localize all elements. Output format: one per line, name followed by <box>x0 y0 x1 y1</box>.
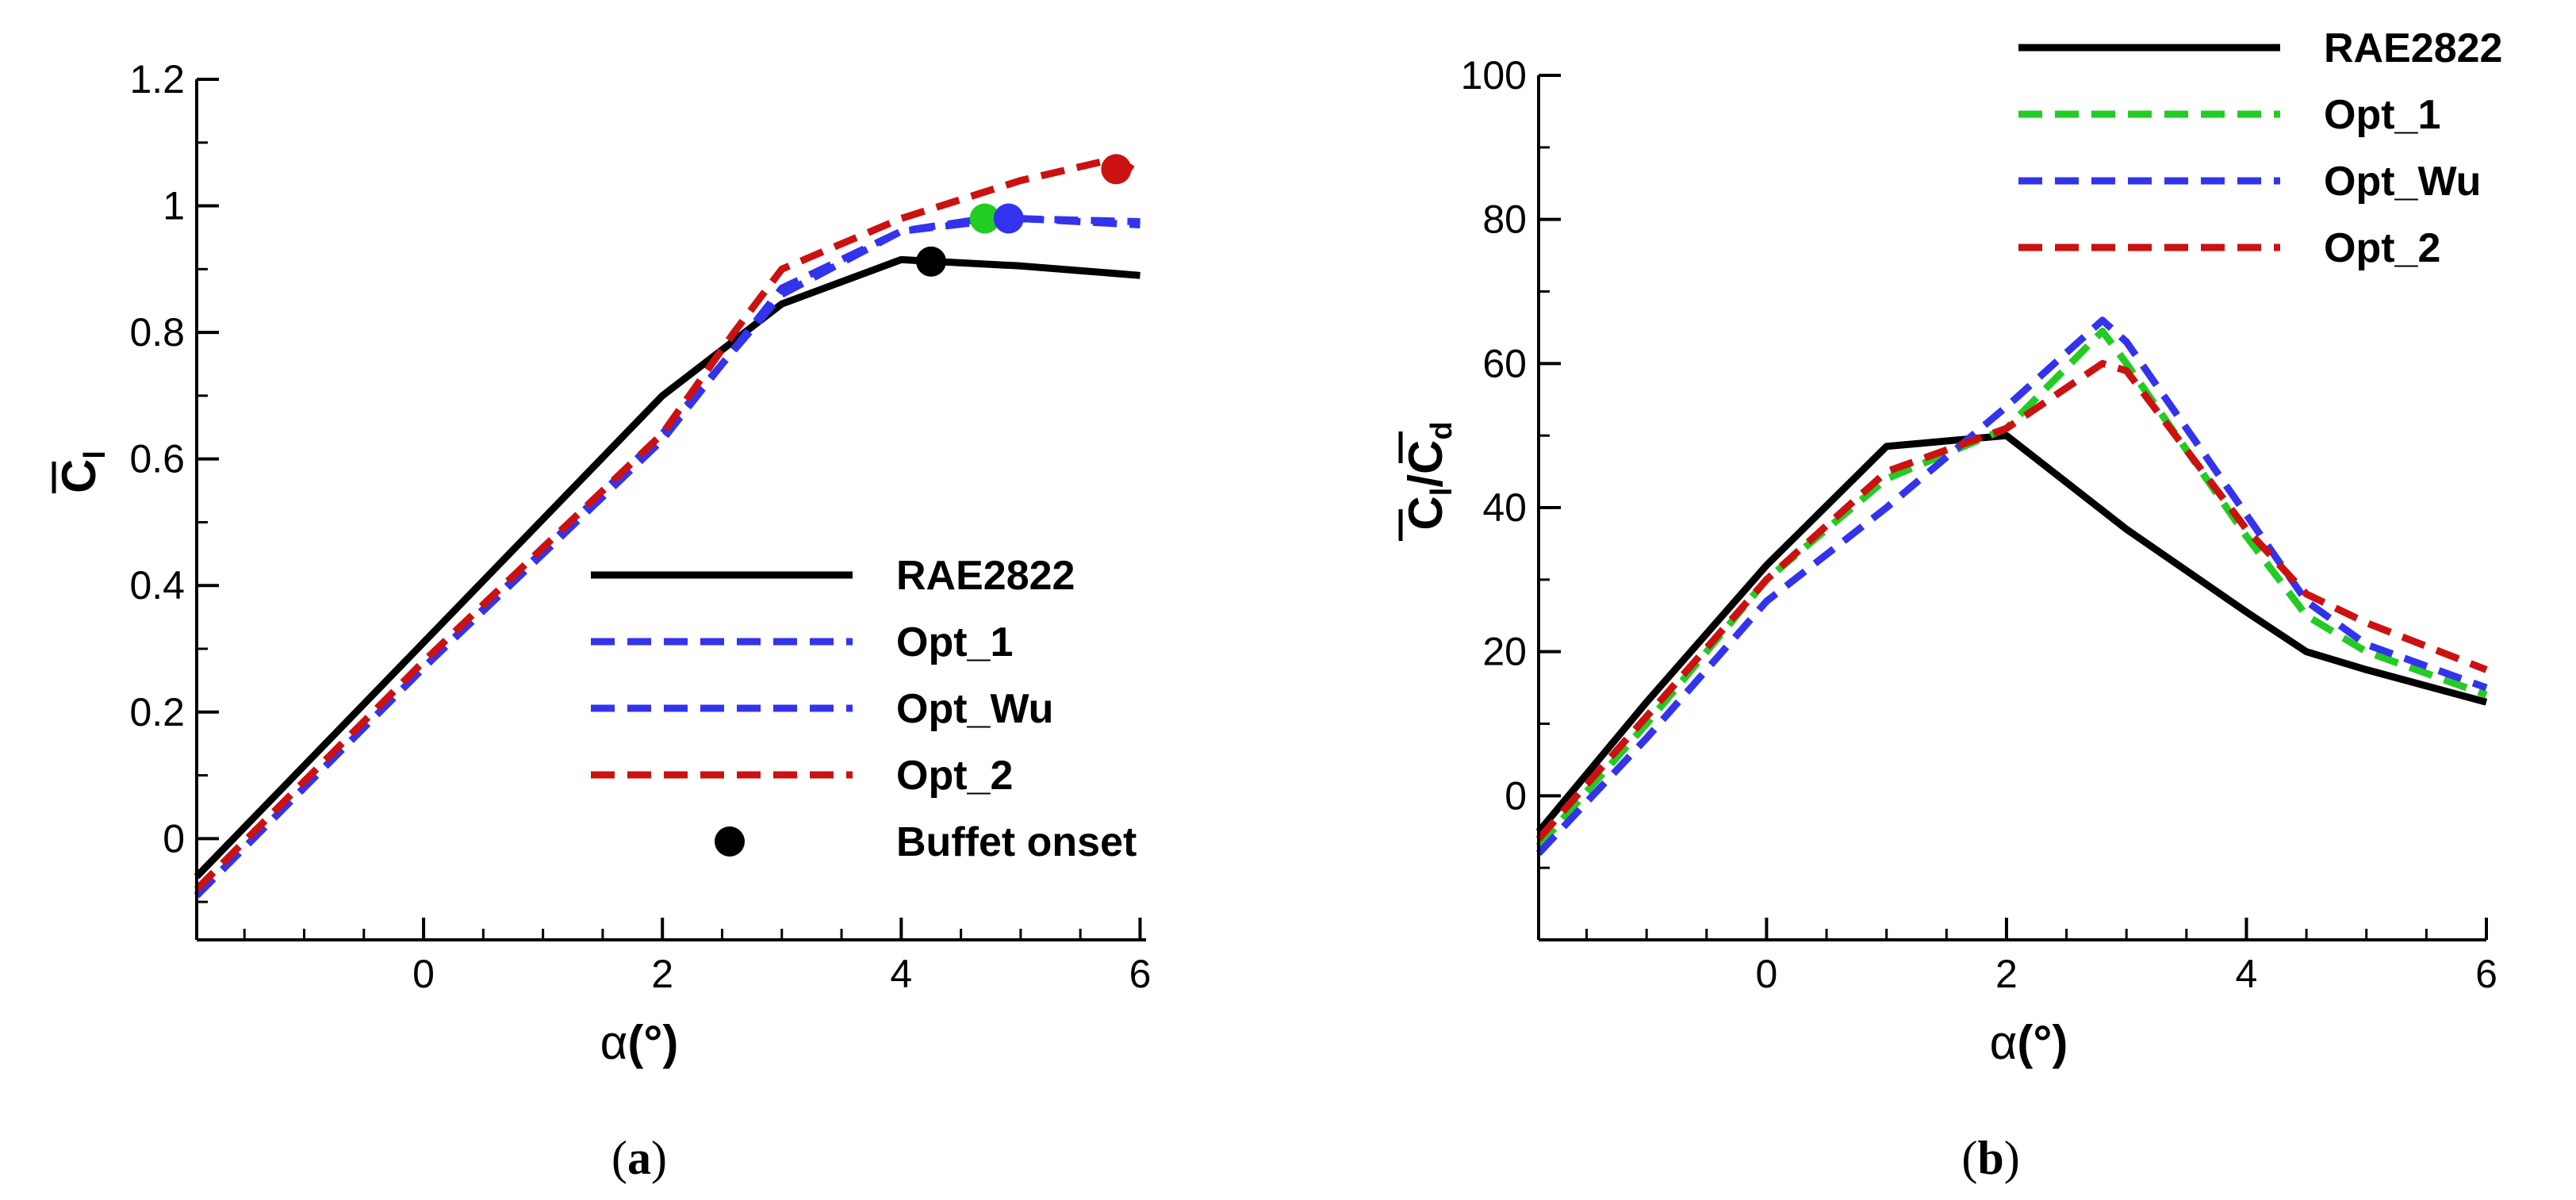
x-axis-label: α(°) <box>600 1016 679 1069</box>
legend-label-opt-wu: Opt_Wu <box>2324 159 2481 205</box>
chart-panel-a: 0 2 4 6 0 0.2 0.4 0.6 0.8 1 1.2 RAE2822 Opt_1 Opt_Wu… <box>52 57 1151 1184</box>
y-tick-label: 20 <box>1482 630 1527 674</box>
y-axis-label-slash: / <box>1399 474 1452 488</box>
legend-swatch-buffet-onset <box>715 826 745 857</box>
x-tick-label: 2 <box>651 952 673 996</box>
y-tick-label: 1.2 <box>129 57 185 102</box>
x-axis-label: α(°) <box>1990 1016 2068 1069</box>
series-layer <box>1535 316 2488 857</box>
buffet-markers <box>916 154 1132 277</box>
y-tick-label: 0 <box>1505 773 1527 818</box>
x-tick-label: 4 <box>2236 952 2258 996</box>
x-axis-label-alpha: α <box>1990 1016 2018 1069</box>
series-line-rae2822 <box>1535 431 2488 834</box>
caption-b-close: ) <box>2004 1132 2020 1184</box>
y-tick-label: 100 <box>1461 53 1527 98</box>
x-tick-label: 0 <box>1755 952 1777 996</box>
y-axis-label-c2: C <box>1399 440 1452 474</box>
x-axis-label-alpha: α <box>600 1016 628 1069</box>
x-axis-label-close: ) <box>662 1016 678 1069</box>
y-tick-label: 0.8 <box>129 310 185 355</box>
axes: 0 2 4 6 0 0.2 0.4 0.6 0.8 1 1.2 <box>129 57 1151 996</box>
x-axis-label-degree: ° <box>643 1016 662 1069</box>
caption-a-close: ) <box>651 1132 667 1184</box>
legend-label-opt-1: Opt_1 <box>2324 92 2440 138</box>
x-tick-label: 0 <box>412 952 435 996</box>
buffet-marker-rae2822 <box>916 246 946 277</box>
buffet-marker-opt-2 <box>1101 154 1132 185</box>
legend: RAE2822 Opt_1 Opt_Wu Opt_2 <box>2018 25 2502 271</box>
y-tick-label: 0.6 <box>129 437 185 481</box>
x-axis-label-open: ( <box>2017 1016 2033 1069</box>
buffet-marker-opt-1 <box>969 203 1000 234</box>
x-axis-label-degree: ° <box>2033 1016 2052 1069</box>
panel-caption-b: (b) <box>1961 1132 2019 1184</box>
x-axis-label-open: ( <box>627 1016 643 1069</box>
caption-b-open: ( <box>1961 1132 1977 1184</box>
y-axis-label-sub: l <box>79 450 112 459</box>
y-tick-label: 1 <box>163 184 185 228</box>
y-axis-label-main: C <box>52 459 105 493</box>
y-axis-label: Cl/Cd <box>1398 421 1459 541</box>
y-axis-label-c1: C <box>1399 496 1452 530</box>
series-line-opt-2 <box>1535 359 2488 842</box>
svg-text:Cl: Cl <box>52 450 112 493</box>
legend-label-opt-2: Opt_2 <box>2324 225 2440 271</box>
series-line-opt-2 <box>194 155 1142 892</box>
caption-b-letter: b <box>1977 1132 2003 1184</box>
y-tick-label: 40 <box>1482 485 1527 530</box>
series-line-rae2822 <box>194 255 1140 880</box>
caption-a-letter: a <box>627 1132 651 1184</box>
y-axis-label-sub2: d <box>1425 421 1459 439</box>
legend-label-opt-1: Opt_1 <box>896 619 1013 665</box>
x-tick-label: 4 <box>890 952 912 996</box>
y-tick-label: 60 <box>1482 341 1527 385</box>
y-tick-label: 0.4 <box>129 563 185 608</box>
legend-label-rae2822: RAE2822 <box>2324 25 2502 71</box>
legend-label-opt-wu: Opt_Wu <box>896 686 1053 732</box>
legend-label-buffet-onset: Buffet onset <box>896 819 1137 865</box>
x-tick-label: 2 <box>1995 952 2018 996</box>
y-tick-label: 80 <box>1482 197 1527 242</box>
caption-a-open: ( <box>611 1132 627 1184</box>
buffet-marker-opt-wu <box>993 203 1024 234</box>
series-line-opt-1 <box>1535 328 2488 849</box>
x-axis-label-close: ) <box>2052 1016 2068 1069</box>
y-tick-label: 0.2 <box>129 690 185 734</box>
x-tick-label: 6 <box>1129 952 1152 996</box>
legend: RAE2822 Opt_1 Opt_Wu Opt_2 Buffet onset <box>591 553 1137 865</box>
svg-text:Cl/Cd: Cl/Cd <box>1399 421 1459 530</box>
x-tick-label: 6 <box>2475 952 2497 996</box>
y-axis-label-sub1: l <box>1425 488 1459 496</box>
legend-label-rae2822: RAE2822 <box>896 553 1075 599</box>
y-axis-label: Cl <box>52 450 112 493</box>
series-line-opt-wu <box>194 215 1140 899</box>
series-layer <box>194 155 1142 899</box>
y-tick-label: 0 <box>163 816 185 861</box>
panel-caption-a: (a) <box>611 1132 667 1184</box>
series-line-opt-wu <box>1535 316 2488 857</box>
legend-label-opt-2: Opt_2 <box>896 753 1013 799</box>
